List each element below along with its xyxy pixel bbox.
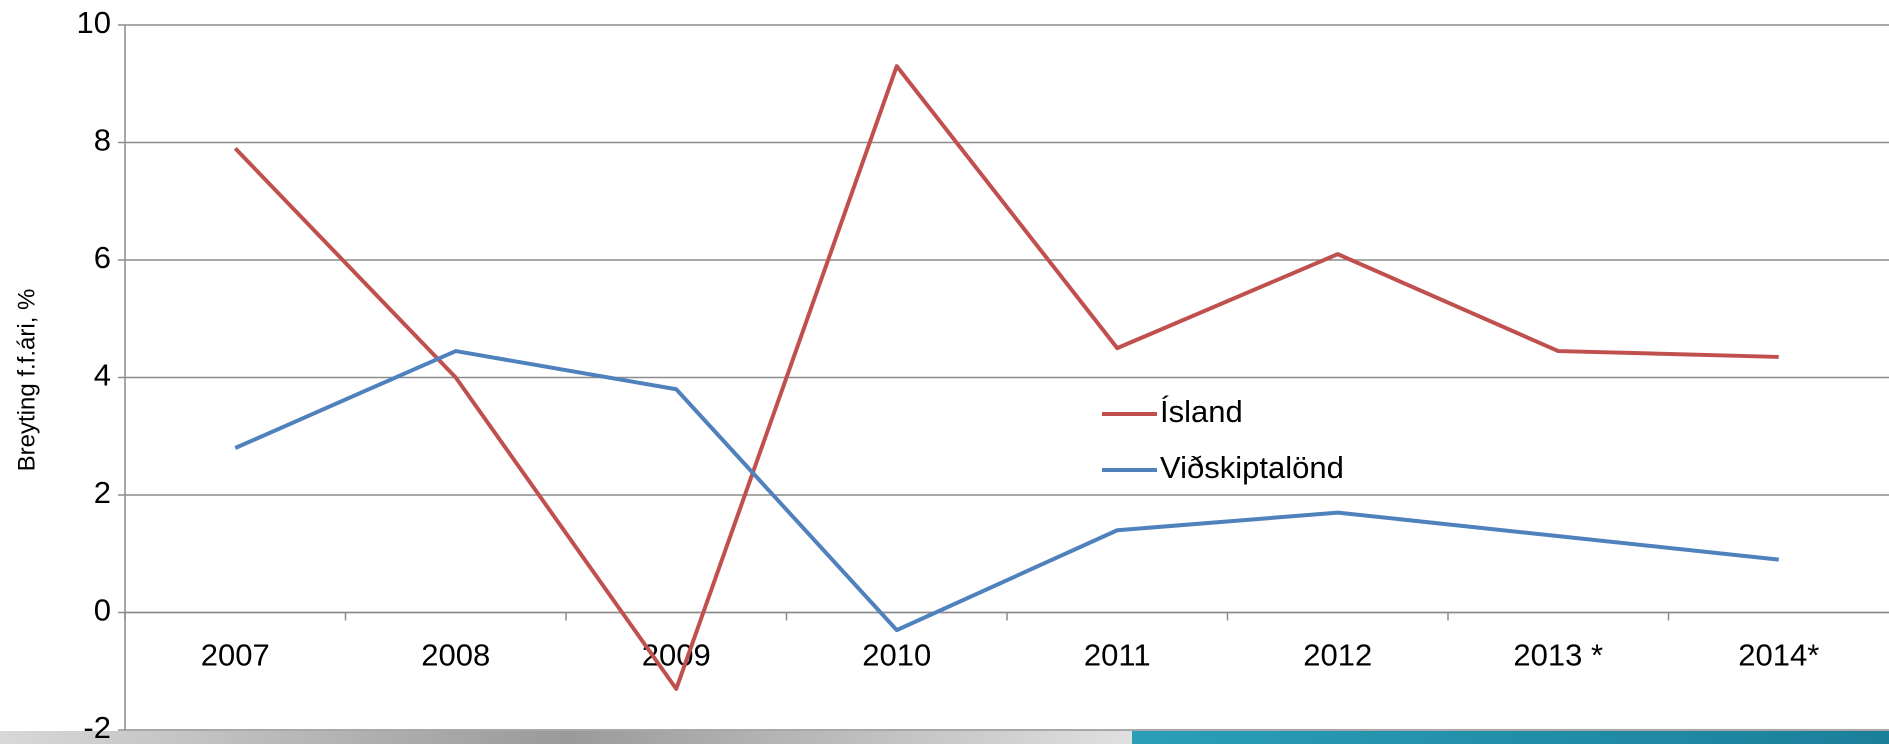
- x-tick-label: 2011: [1084, 638, 1151, 673]
- y-tick-label: -2: [83, 710, 111, 744]
- legend-label: Ísland: [1160, 394, 1243, 429]
- decor-band: [1132, 731, 1889, 744]
- x-tick-label: 2013 *: [1513, 638, 1603, 673]
- y-axis-title: Breyting f.f.ári, %: [13, 289, 40, 472]
- series-line: [233, 64, 1779, 691]
- y-tick-label: 0: [94, 593, 111, 628]
- decor-band: [0, 731, 1132, 744]
- x-tick-label: 2012: [1303, 638, 1372, 673]
- y-tick-label: 10: [77, 5, 111, 40]
- series-line: [234, 349, 1779, 633]
- x-tick-label: 2007: [201, 638, 270, 673]
- x-tick-label: 2014*: [1738, 638, 1819, 673]
- x-tick-label: 2010: [862, 638, 931, 673]
- y-tick-label: 8: [94, 123, 111, 158]
- legend-label: Viðskiptalönd: [1160, 450, 1344, 485]
- y-tick-label: 6: [94, 240, 111, 275]
- y-tick-label: 4: [94, 358, 111, 393]
- y-tick-label: 2: [94, 475, 111, 510]
- x-tick-label: 2008: [421, 638, 490, 673]
